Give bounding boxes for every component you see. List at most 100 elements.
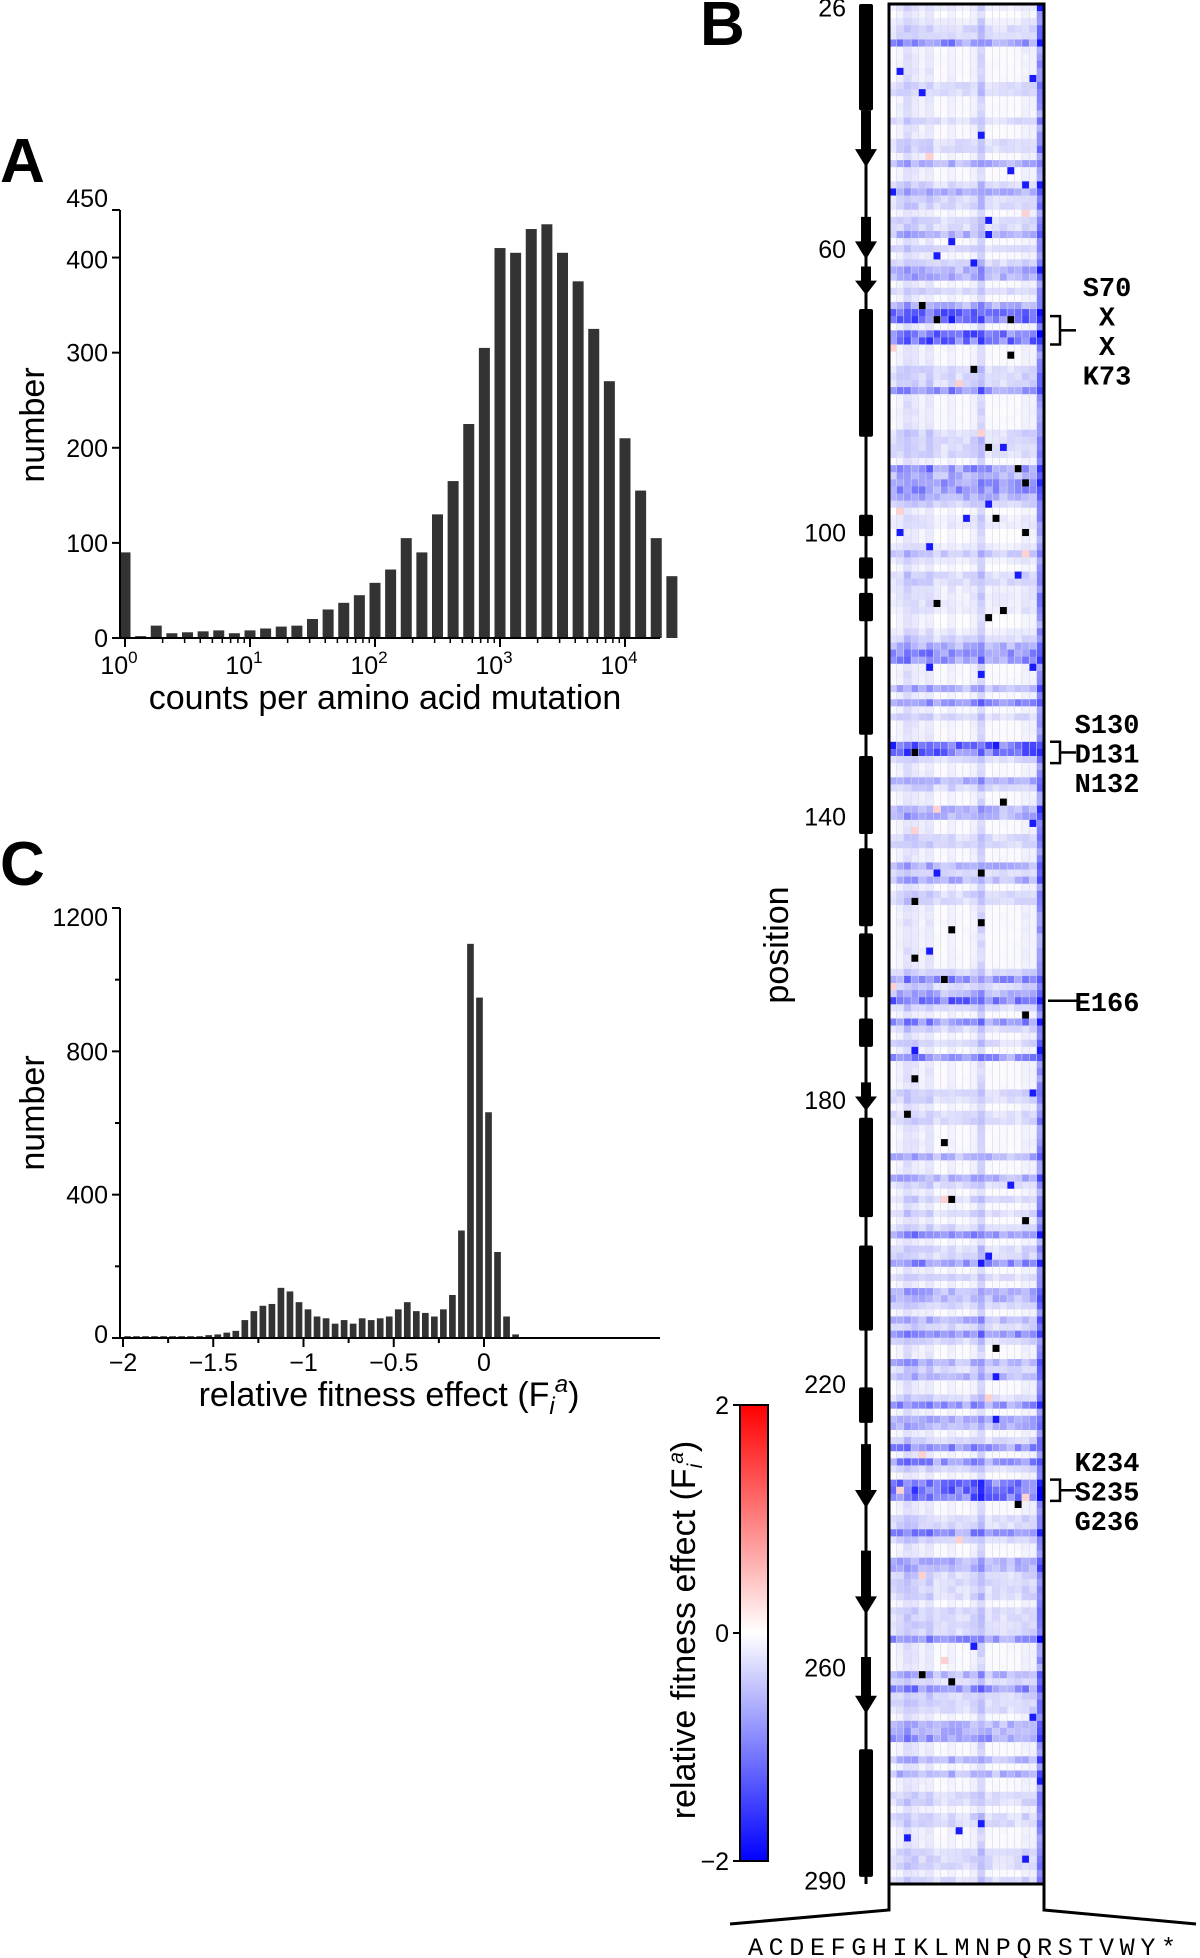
heatmap-cell xyxy=(1014,152,1023,161)
heatmap-cell xyxy=(1029,1479,1037,1488)
heatmap-cell xyxy=(933,1557,941,1566)
heatmap-cell xyxy=(962,1280,971,1289)
heatmap-cell xyxy=(1007,741,1015,750)
heatmap-cell xyxy=(896,4,905,12)
heatmap-cell xyxy=(955,1586,964,1594)
heatmap-cell xyxy=(948,912,956,920)
heatmap-cell xyxy=(933,365,941,374)
heatmap-cell xyxy=(896,975,905,984)
heatmap-cell xyxy=(1021,1195,1030,1204)
heatmap-cell xyxy=(903,947,912,955)
heatmap-cell xyxy=(948,968,956,977)
heatmap-cell xyxy=(955,380,964,388)
heatmap-cell xyxy=(1021,614,1030,622)
heatmap-cell xyxy=(984,869,993,877)
heatmap-cell xyxy=(1014,571,1023,579)
heatmap-cell xyxy=(992,1337,1001,1346)
heatmap-cell xyxy=(911,1508,919,1516)
heatmap-cell xyxy=(955,181,964,189)
heatmap-cell xyxy=(889,500,897,508)
heatmap-cell xyxy=(1029,231,1037,239)
heatmap-cell xyxy=(896,1210,905,1218)
heatmap-cell xyxy=(1014,259,1023,267)
histogram-counts-bar xyxy=(557,252,568,639)
heatmap-cell xyxy=(977,1181,986,1190)
heatmap-cell xyxy=(1036,607,1045,615)
heatmap-cell xyxy=(896,1238,905,1246)
heatmap-cell xyxy=(1021,954,1030,963)
heatmap-cell xyxy=(955,1564,964,1573)
heatmap-cell xyxy=(984,720,993,728)
heatmap-cell xyxy=(940,1614,949,1622)
heatmap-cell xyxy=(925,1536,934,1544)
heatmap-cell xyxy=(1029,365,1037,374)
heatmap-cell xyxy=(992,74,1001,83)
heatmap-cell xyxy=(918,46,927,54)
heatmap-cell xyxy=(1007,1614,1015,1622)
heatmap-cell xyxy=(984,74,993,83)
heatmap-cell xyxy=(940,1330,949,1339)
heatmap-cell xyxy=(1029,1323,1037,1331)
heatmap-cell xyxy=(1014,578,1023,587)
heatmap-cell xyxy=(925,876,934,884)
heatmap-cell xyxy=(984,1451,993,1459)
heatmap-cell xyxy=(889,436,897,445)
heatmap-cell xyxy=(925,39,934,47)
heatmap-cell xyxy=(962,1600,971,1608)
heatmap-cell xyxy=(984,528,993,537)
heatmap-cell xyxy=(1021,450,1030,459)
histogram-counts-bar xyxy=(666,576,678,638)
heatmap-cell xyxy=(1014,74,1023,83)
heatmap-cell xyxy=(896,1628,905,1636)
heatmap-cell xyxy=(911,926,919,934)
heatmap-cell xyxy=(955,1132,964,1140)
heatmap-cell xyxy=(984,1160,993,1168)
heatmap-cell xyxy=(1007,954,1015,963)
heatmap-cell xyxy=(984,1351,993,1360)
heatmap-cell xyxy=(925,287,934,296)
heatmap-cell xyxy=(955,1500,964,1509)
heatmap-cell xyxy=(955,138,964,147)
heatmap-cell xyxy=(1036,1458,1045,1466)
heatmap-cell xyxy=(970,692,978,700)
heatmap-cell xyxy=(992,1259,1001,1268)
heatmap-cell xyxy=(933,1018,941,1026)
heatmap-cell xyxy=(948,18,956,26)
heatmap-cell xyxy=(999,784,1008,792)
heatmap-cell xyxy=(999,550,1008,558)
heatmap-cell xyxy=(1021,1202,1030,1211)
heatmap-cell xyxy=(918,493,927,501)
heatmap-cell xyxy=(1036,429,1045,438)
heatmap-cell xyxy=(984,1337,993,1346)
heatmap-cell xyxy=(940,514,949,523)
heatmap-cell xyxy=(1007,1025,1015,1033)
heatmap-cell xyxy=(896,734,905,743)
heatmap-cell xyxy=(984,784,993,792)
heatmap-cell xyxy=(933,294,941,303)
heatmap-cell xyxy=(1036,904,1045,913)
heatmap-cell xyxy=(955,897,964,906)
heatmap-cell xyxy=(955,1124,964,1133)
heatmap-cell xyxy=(984,1117,993,1126)
heatmap-cell xyxy=(999,294,1008,303)
heatmap-cell xyxy=(911,614,919,622)
heatmap-cell xyxy=(925,961,934,970)
heatmap-cell xyxy=(970,614,978,622)
heatmap-cell xyxy=(970,394,978,402)
heatmap-cell xyxy=(1021,656,1030,665)
heatmap-cell xyxy=(918,677,927,686)
heatmap-cell xyxy=(933,1259,941,1268)
heatmap-cell xyxy=(1014,770,1023,778)
heatmap-cell xyxy=(999,1557,1008,1566)
heatmap-cell xyxy=(1036,699,1045,707)
heatmap-cell xyxy=(999,18,1008,26)
heatmap-cell xyxy=(977,323,986,331)
heatmap-cell xyxy=(1036,543,1045,551)
heatmap-cell xyxy=(977,614,986,622)
heatmap-cell xyxy=(940,1202,949,1211)
heatmap-cell xyxy=(1014,138,1023,147)
heatmap-cell xyxy=(1014,763,1023,771)
heatmap-cell xyxy=(933,940,941,948)
heatmap-cell xyxy=(1036,1273,1045,1282)
